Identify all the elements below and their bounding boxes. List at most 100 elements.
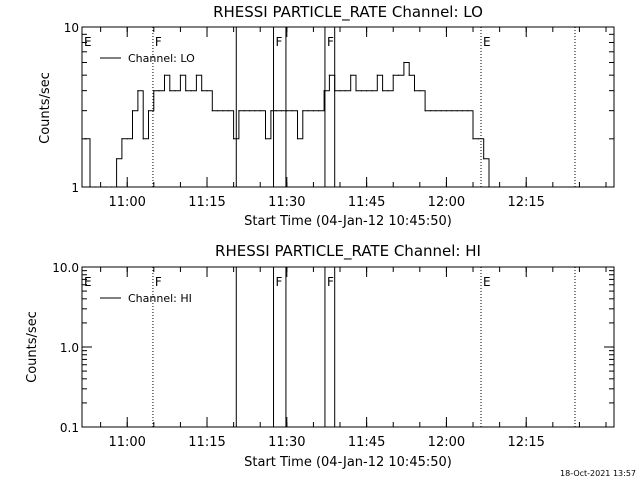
chart1-data-point xyxy=(89,186,91,188)
footer-timestamp: 18-Oct-2021 13:57 xyxy=(560,469,636,478)
chart1-event-marker-label: F xyxy=(155,35,162,49)
chart1-x-tick-label: 12:00 xyxy=(428,195,465,210)
chart1-data-point xyxy=(445,110,447,112)
chart1-x-tick-label: 11:45 xyxy=(348,195,385,210)
chart1-data-point xyxy=(195,74,197,76)
chart2-plot-frame xyxy=(81,266,615,428)
chart1-data-point xyxy=(264,138,267,140)
chart1-xlabel: Start Time (04-Jan-12 10:45:50) xyxy=(244,214,452,229)
chart1-data-point xyxy=(233,138,235,140)
chart1-data-point xyxy=(147,110,150,112)
chart1-data-point xyxy=(206,90,208,92)
chart2-y-tick-label: 0.1 xyxy=(60,421,79,435)
chart1-data-point xyxy=(334,90,336,92)
chart1-y-tick-label: 10 xyxy=(64,21,79,35)
chart1-data-point xyxy=(169,90,171,92)
chart1-plot-frame xyxy=(81,26,615,188)
chart1-data-point xyxy=(350,74,352,76)
chart2-event-marker-label: E xyxy=(483,275,491,289)
chart1-y-tick-label: 1 xyxy=(71,181,79,195)
chart1-data-point xyxy=(121,138,123,140)
chart1-data-point xyxy=(323,90,325,92)
chart1-x-tick-label: 12:15 xyxy=(507,195,544,210)
chart2-x-tick-label: 11:00 xyxy=(108,435,145,450)
chart1-data-point xyxy=(419,90,421,92)
chart1-data-point xyxy=(110,186,112,188)
chart1-data-point xyxy=(270,110,272,112)
chart1-data-point xyxy=(440,110,442,112)
chart2-x-tick-label: 11:15 xyxy=(188,435,225,450)
chart1-data-point xyxy=(185,90,187,92)
chart1-data-point xyxy=(477,138,479,140)
chart1-data-point xyxy=(153,90,155,92)
chart1-data-point xyxy=(179,74,181,76)
chart1-data-point xyxy=(413,90,416,92)
chart1-data-point xyxy=(174,90,176,92)
chart1-data-point xyxy=(307,110,309,112)
chart1-data-point xyxy=(371,90,373,92)
chart1-event-marker-label: E xyxy=(84,35,92,49)
chart2-xlabel: Start Time (04-Jan-12 10:45:50) xyxy=(244,455,452,470)
chart1-data-point xyxy=(360,90,362,92)
chart1-data-point xyxy=(382,90,384,92)
chart1-data-point xyxy=(222,110,224,112)
chart2-event-marker-label: F xyxy=(327,275,334,289)
chart1-data-point xyxy=(126,138,128,140)
chart1-data-point xyxy=(493,186,495,188)
chart1-legend-label: Channel: LO xyxy=(128,52,195,65)
chart1-data-point xyxy=(339,90,341,92)
chart2-event-marker-label: F xyxy=(155,275,162,289)
chart1-data-point xyxy=(435,110,437,112)
chart1-data-point xyxy=(397,74,400,76)
chart1-event-marker-label: E xyxy=(483,35,491,49)
chart2-event-marker-label: E xyxy=(84,275,92,289)
chart2-y-tick-label: 1.0 xyxy=(60,341,79,355)
chart1-data-point xyxy=(483,158,485,160)
chart1-data-point xyxy=(408,74,410,76)
chart1-data-point xyxy=(355,90,357,92)
chart1-data-point xyxy=(366,90,368,92)
chart1-data-point xyxy=(472,138,474,140)
chart1-data-point xyxy=(238,110,240,112)
chart1-x-tick-label: 11:15 xyxy=(188,195,225,210)
chart2-title: RHESSI PARTICLE_RATE Channel: HI xyxy=(215,242,481,261)
chart1-data-point xyxy=(105,186,107,188)
chart1-data-point xyxy=(488,186,490,188)
chart1-data-point xyxy=(254,110,256,112)
chart1-data-point xyxy=(275,110,277,112)
chart1-data-point xyxy=(328,74,330,76)
chart2-event-marker-label: F xyxy=(276,275,283,289)
chart1-data-point xyxy=(424,110,426,112)
chart1-data-point xyxy=(467,110,469,112)
chart1-data-point xyxy=(100,186,102,188)
chart2-ylabel: Counts/sec xyxy=(25,311,40,383)
chart1-data-point xyxy=(158,90,160,92)
chart1-data-point xyxy=(116,158,118,160)
chart2-y-tick-label: 10.0 xyxy=(52,261,79,275)
chart1-series-line xyxy=(84,62,499,188)
chart1-data-point xyxy=(84,138,86,140)
chart1-data-point xyxy=(376,74,378,76)
chart1-x-tick-label: 11:00 xyxy=(108,195,145,210)
chart1-data-point xyxy=(296,138,299,140)
chart1-data-point xyxy=(286,110,288,112)
chart1-data-point xyxy=(387,90,389,92)
chart1-data-point xyxy=(312,110,314,112)
chart1-ylabel: Counts/sec xyxy=(38,72,53,144)
chart1-data-point xyxy=(318,110,320,112)
chart1-data-point xyxy=(429,110,432,112)
chart1-data-point xyxy=(227,110,229,112)
chart1-data-point xyxy=(243,110,245,112)
chart1-data-point xyxy=(461,110,463,112)
chart1-data-point xyxy=(94,186,96,188)
chart2-x-tick-label: 12:00 xyxy=(428,435,465,450)
chart1-title: RHESSI PARTICLE_RATE Channel: LO xyxy=(213,3,483,22)
chart2-x-tick-label: 11:45 xyxy=(348,435,385,450)
chart1-data-point xyxy=(280,110,283,112)
chart1-x-tick-label: 11:30 xyxy=(268,195,305,210)
chart1-data-point xyxy=(163,74,166,76)
chart2-legend-label: Channel: HI xyxy=(128,292,192,305)
chart1-event-marker-label: F xyxy=(327,35,334,49)
chart1-data-point xyxy=(403,61,405,64)
